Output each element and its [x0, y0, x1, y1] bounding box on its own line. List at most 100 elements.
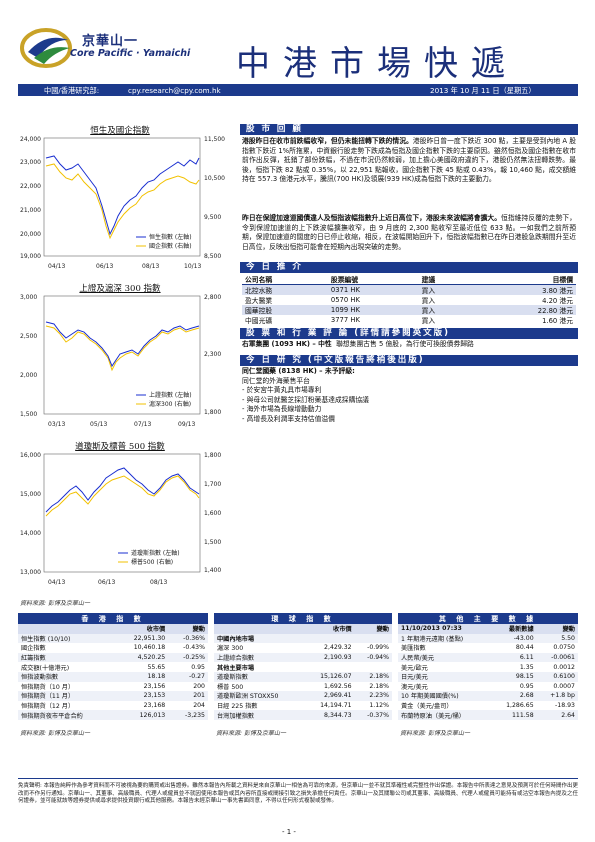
table-row: 日元/美元 98.15 0.6100: [398, 671, 578, 682]
row-value: -43.00: [491, 633, 537, 644]
table-row: 恒指期貨夜市平倉合約 126,013 -3,235: [18, 710, 208, 720]
row-change: 200: [193, 682, 205, 690]
table-row: 國企指數 10,460.18 -0.43%: [18, 643, 208, 653]
tick-label: 21,000: [20, 207, 41, 214]
row-label: 人民幣/美元: [398, 652, 492, 663]
research-subtitle: 同仁堂的外海藥售平台: [242, 376, 310, 385]
recommend-table: 公司名稱 股票編號 建議 目標價 北控水務 0371 HK 買入 3.80 港元 盈大…: [242, 274, 576, 325]
row-change: -3,235: [168, 710, 208, 720]
row-value: 8,344.73: [304, 710, 355, 720]
row-label: 成交額(十億港元): [21, 664, 70, 672]
row-change: -0.27: [168, 671, 208, 682]
table-row: 美元/歐元 1.35 0.0012: [398, 662, 578, 672]
tick-label: 06/13: [96, 263, 113, 270]
other-data-table: 其 他 主 要 數 據 11/10/2013 07:33 最新數據 變動 1 年…: [398, 613, 578, 720]
research-lead: 同仁堂國藥 (8138 HK) – 未予評級:: [242, 367, 355, 375]
row-label: 布蘭特原油（美元/桶）: [398, 710, 492, 720]
row-label: 美元/歐元: [401, 664, 428, 672]
row-change: -0.37%: [354, 710, 392, 720]
legend-label: 恒生指數 (左軸): [149, 233, 192, 241]
page-number: - 1 -: [282, 828, 296, 836]
tick-label: 1,700: [204, 481, 221, 488]
row-label: 標普 500: [217, 683, 244, 691]
row-value: 2,429.32: [324, 644, 352, 652]
row-change: +1.8 bp: [536, 691, 578, 701]
table-row: 台灣加權指數 8,344.73 -0.37%: [214, 710, 392, 720]
row-change: -0.94%: [354, 652, 392, 663]
chart-source: 資料來源: 彭博及京華山一: [20, 600, 90, 607]
tick-label: 10/13: [184, 263, 201, 270]
row-change: 2.18%: [369, 682, 389, 690]
column-header: 變動: [168, 624, 208, 634]
row-change: 0.0750: [553, 644, 575, 652]
table-row: 中國光礦 3777 HK 買入 1.60 港元: [242, 315, 576, 325]
table-row: 盈大醫業 0570 HK 買入 4.20 港元: [242, 295, 576, 305]
tick-label: 19,000: [20, 253, 41, 260]
tick-label: 3,000: [20, 294, 37, 301]
table-row: 1 年期港元遠期 (基點) -43.00 5.50: [398, 633, 578, 644]
row-label: 恒指期貨夜市平倉合約: [18, 710, 115, 720]
chart-title: 恒生及國企指數: [90, 126, 150, 136]
legend-label: 道瓊斯指數 (左軸): [131, 549, 180, 557]
row-label: 恒指期貨（10 月）: [21, 683, 75, 691]
row-change: 2.18%: [354, 671, 392, 682]
table-title: 香 港 指 數: [18, 613, 208, 624]
row-label: 恒指期貨（12 月）: [21, 703, 75, 711]
table-header-row: 收市價 變動: [214, 624, 392, 634]
tick-label: 16,000: [20, 452, 41, 459]
row-value: 0.95: [519, 682, 534, 690]
series-line-shcomp: [45, 321, 200, 368]
table-row: 上證綜合指數 2,190.93 -0.94%: [214, 652, 392, 663]
tick-label: 22,000: [20, 183, 41, 190]
section-heading-stock-news: 股 票 和 行 業 評 論 (詳情請參閱英文版): [240, 328, 578, 339]
series-line-sp500: [45, 475, 200, 517]
row-change: -0.25%: [168, 652, 208, 663]
company-name: 國華控股: [242, 305, 328, 315]
stock-code: 0570 HK: [330, 296, 360, 304]
group-label: 中國內地市場: [214, 633, 392, 644]
table-row: 10 年期美國國債(%) 2.68 +1.8 bp: [398, 691, 578, 701]
research-bullet: - 與母公司就醫芝採訂粉藥基達成採購協議: [242, 395, 369, 404]
row-label: 國企指數: [21, 645, 46, 653]
tick-label: 1,600: [204, 510, 221, 517]
tick-label: 05/13: [90, 421, 107, 428]
tick-label: 14,000: [20, 530, 41, 537]
tick-label: 15,000: [20, 491, 41, 498]
row-change: -18.93: [555, 702, 575, 710]
table-row: 人民幣/美元 6.11 -0.0061: [398, 652, 578, 663]
company-name: 北控水務: [242, 284, 328, 295]
table-header-row: 公司名稱 股票編號 建議 目標價: [242, 274, 576, 285]
table-header-row: 收市價 變動: [18, 624, 208, 634]
table-row: 恒指期貨（11 月） 23,153 201: [18, 691, 208, 701]
row-value: 2,969.41: [304, 691, 355, 701]
row-value: 2.68: [491, 691, 537, 701]
row-label: 紅籌指數: [18, 652, 115, 663]
brand-name-english: Core Pacific · Yamaichi: [70, 48, 191, 59]
brand-name-chinese: 京華山一: [82, 34, 139, 49]
row-label: 上證綜合指數: [214, 652, 305, 663]
row-value: 23,168: [143, 702, 166, 710]
plot-frame: [43, 295, 201, 415]
table-source: 資料來源: 彭博及京華山一: [400, 730, 470, 737]
rating: 買入: [418, 284, 470, 295]
tick-label: 13,000: [20, 569, 41, 576]
tick-label: 08/13: [142, 263, 159, 270]
row-value: 80.44: [515, 644, 534, 652]
legend-label: 滬深300 (右軸): [149, 400, 191, 408]
research-bullet: - 於安宮牛黃丸具市場專利: [242, 386, 322, 395]
table-row: 道瓊斯歐洲 STOXX50 2,969.41 2.23%: [214, 691, 392, 701]
stock-news-lead: 右軍集團 (1093 HK) – 中性: [242, 340, 332, 348]
contact-email[interactable]: cpy.research@cpy.com.hk: [128, 85, 221, 95]
table-row: 滬深 300 2,429.32 -0.99%: [214, 643, 392, 653]
table-title: 其 他 主 要 數 據: [398, 613, 578, 624]
research-block: 同仁堂國藥 (8138 HK) – 未予評級: 同仁堂的外海藥售平台 - 於安宮…: [242, 367, 576, 425]
row-value: 111.58: [491, 710, 537, 720]
row-value: 14,194.71: [320, 702, 352, 710]
row-value: 1,286.65: [506, 702, 534, 710]
section-heading-recommend: 今 日 推 介: [240, 262, 578, 273]
tick-label: 8,500: [204, 253, 221, 260]
row-value: 98.15: [491, 671, 537, 682]
legend-label: 標普500 (右軸): [131, 558, 173, 566]
column-header: [18, 624, 115, 634]
table-source: 資料來源: 彭博及京華山一: [20, 730, 90, 737]
